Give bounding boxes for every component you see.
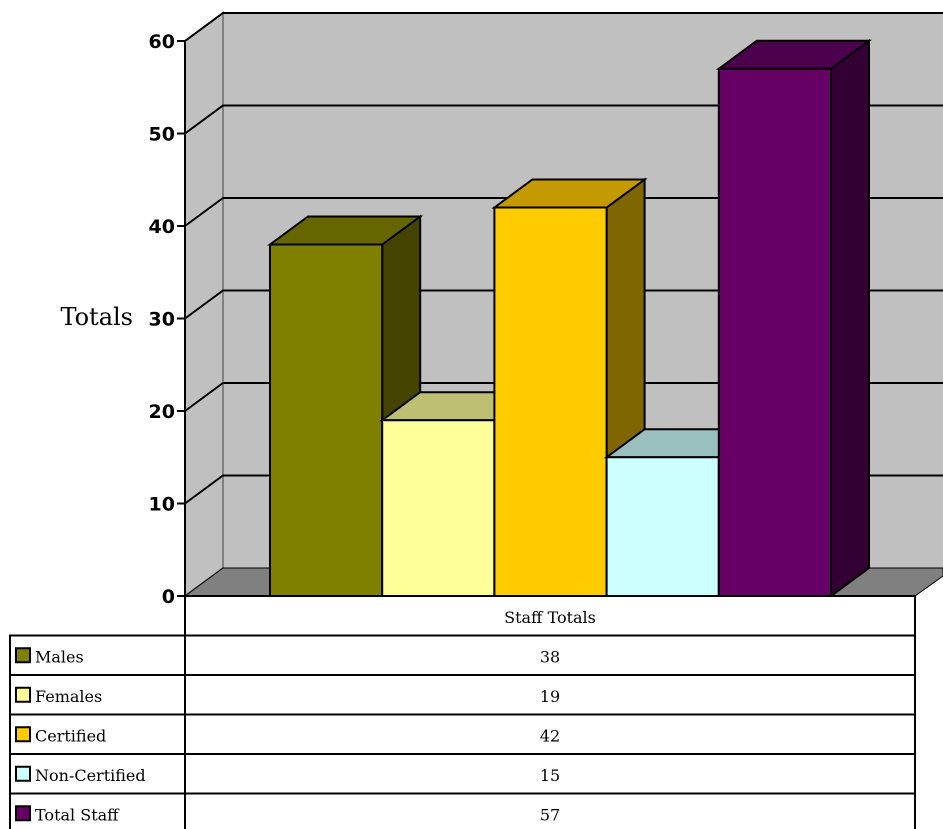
legend-key [15,647,31,664]
gridline [184,289,943,320]
y-axis: 0 10 20 30 40 50 60 [149,31,186,608]
category-label: Staff Totals [504,608,596,627]
legend-entry: Females [35,687,102,706]
legend-entry: Total Staff [35,805,120,824]
y-axis-label: Totals [60,303,133,331]
gridline [184,197,943,227]
legend-entry: Certified [35,726,106,745]
legend-entry: Non-Certified [35,766,146,785]
y-tick-label: 10 [149,494,175,516]
data-value: 19 [540,687,560,706]
y-tick-label: 20 [149,401,175,423]
bars [266,38,873,598]
bar [715,38,873,598]
gridline [184,382,943,412]
data-table: Staff Totals Males 38 Females 19 Certified 42 N… [9,595,916,829]
y-tick-label: 30 [149,309,175,331]
y-tick-label: 50 [149,124,175,146]
bar-front [605,456,720,597]
bar-front [269,243,384,597]
gridline [184,12,943,42]
legend-key [15,805,31,822]
gridline [184,104,943,135]
y-tick-label: 60 [149,31,175,53]
data-value: 15 [540,766,560,785]
y-tick-label: 0 [162,586,175,608]
data-value: 38 [540,647,560,666]
legend-entry: Males [35,647,84,666]
bar-front [717,67,832,597]
legend-key [15,686,31,703]
legend-column-frame [9,634,186,829]
data-value: 42 [540,726,560,745]
legend-key [15,726,31,743]
legend-key [15,765,31,782]
bar-side [830,38,870,598]
data-value: 57 [540,805,560,824]
bar-front [381,419,496,597]
y-tick-label: 40 [149,216,175,238]
bar-front [493,206,608,597]
